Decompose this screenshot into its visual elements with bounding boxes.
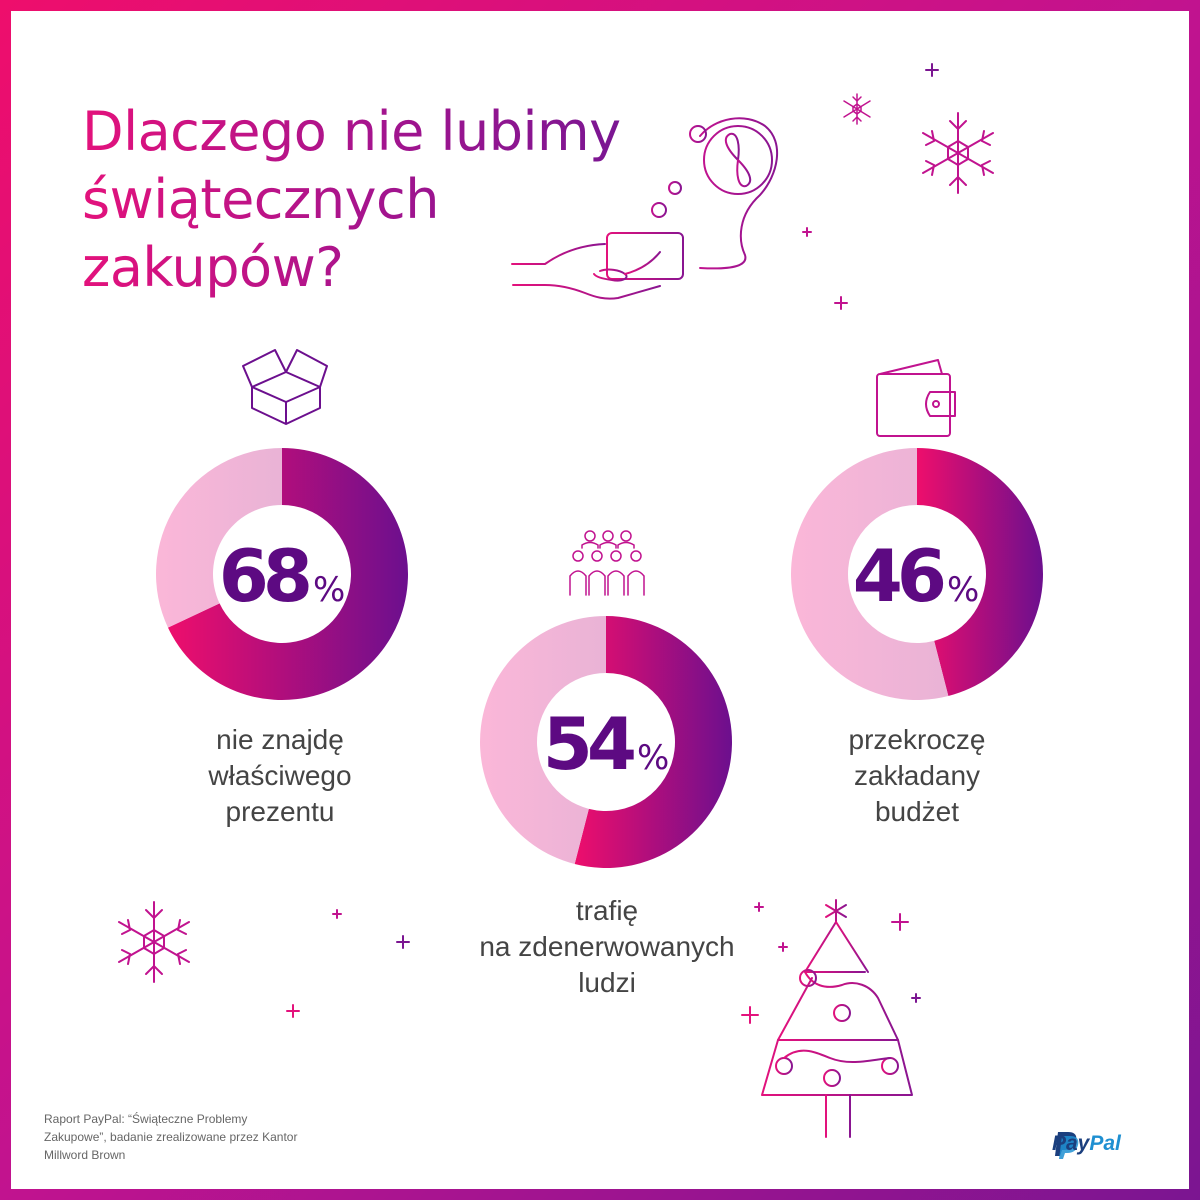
caption-line: przekroczę	[848, 724, 986, 755]
caption-budget: przekroczę zakładany budżet	[767, 722, 1067, 830]
title-line: Dlaczego nie lubimy	[82, 100, 621, 163]
plus-sparkle-icon	[286, 63, 939, 1024]
hand-card-icon	[511, 232, 684, 300]
percent-sign: %	[946, 570, 980, 610]
caption-line: zakładany	[853, 760, 981, 791]
open-box-icon	[242, 349, 328, 425]
percent-value: 46	[852, 534, 947, 618]
gift-ornament-icon	[651, 117, 779, 270]
donut-slice-main	[574, 616, 733, 869]
donut-slice-main	[167, 448, 408, 701]
christmas-tree-icon	[717, 899, 959, 1138]
wallet-icon	[876, 359, 956, 437]
donut-label-46: 46%	[816, 534, 1016, 618]
caption-line: na zdenerwowanych	[479, 931, 735, 962]
logo-text-pay: Pay	[1052, 1132, 1090, 1155]
caption-line: ludzi	[578, 967, 636, 998]
title-line: zakupów?	[82, 236, 344, 299]
donut-slice-main	[917, 448, 1044, 697]
source-line: Raport PayPal: “Świąteczne Problemy	[44, 1112, 248, 1126]
source-line: Zakupowe”, badanie zrealizowane przez Ka…	[44, 1130, 298, 1144]
caption-line: prezentu	[225, 796, 335, 827]
source-note: Raport PayPal: “Świąteczne Problemy Zaku…	[44, 1110, 344, 1164]
logo-text-pal: Pal	[1089, 1132, 1121, 1155]
caption-line: nie znajdę	[216, 724, 344, 755]
crowd-icon	[569, 530, 645, 596]
paypal-logo: Pay Pal	[1052, 1128, 1121, 1160]
snowflake-icon	[118, 901, 190, 983]
percent-value: 54	[542, 702, 637, 786]
caption-people: trafię na zdenerwowanych ludzi	[457, 893, 757, 1001]
title-line: świątecznych	[82, 168, 439, 231]
snowflake-icon	[922, 112, 994, 194]
donut-slice-rest	[480, 616, 606, 865]
donut-label-68: 68%	[182, 534, 382, 618]
donut-label-54: 54%	[506, 702, 706, 786]
caption-line: trafię	[575, 895, 639, 926]
source-line: Millword Brown	[44, 1148, 126, 1162]
percent-sign: %	[312, 570, 346, 610]
donut-charts	[155, 448, 1044, 869]
caption-gift: nie znajdę właściwego prezentu	[130, 722, 430, 830]
percent-value: 68	[218, 534, 313, 618]
donut-slice-rest	[791, 448, 949, 700]
paypal-logo-icon	[1055, 1132, 1079, 1159]
caption-line: właściwego	[208, 760, 352, 791]
donut-slice-rest	[155, 448, 282, 628]
percent-sign: %	[636, 738, 670, 778]
snowflake-icon	[843, 93, 871, 125]
caption-line: budżet	[874, 796, 960, 827]
page-title: Dlaczego nie lubimy świątecznych zakupów…	[82, 98, 621, 302]
